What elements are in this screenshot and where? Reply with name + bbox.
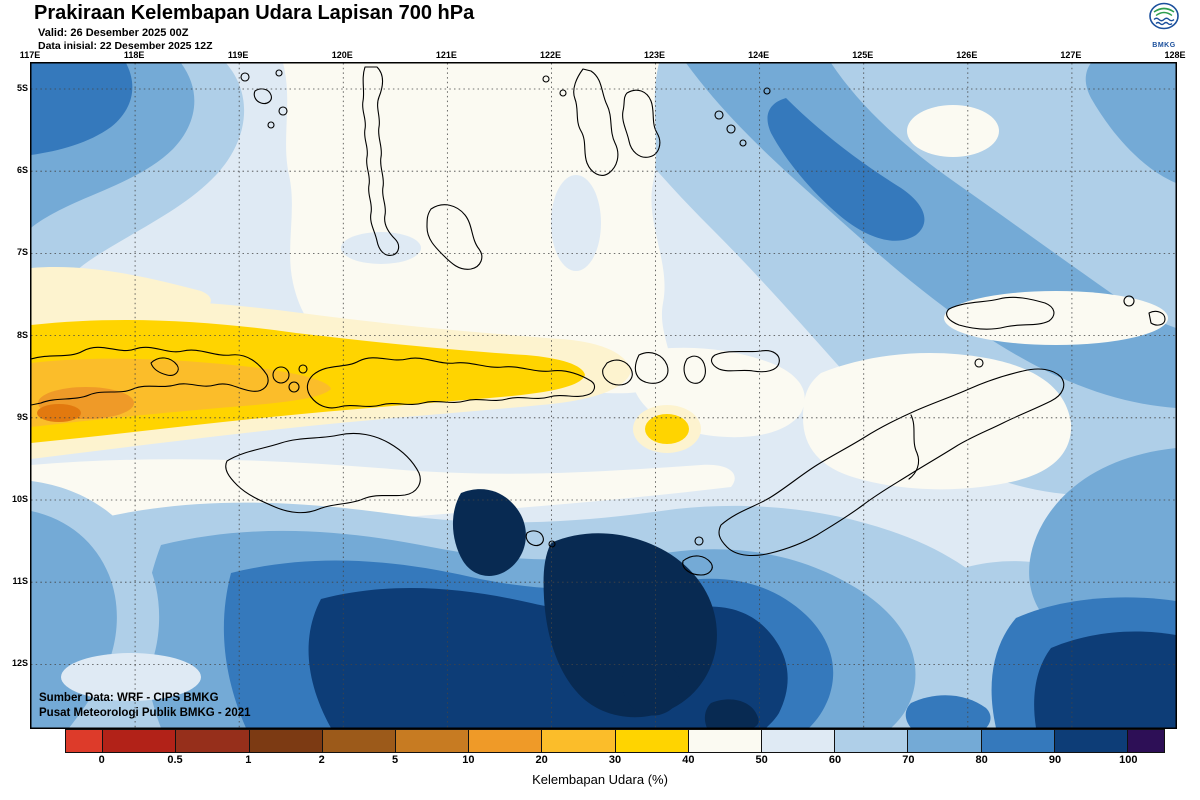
source-credit: Sumber Data: WRF - CIPS BMKG Pusat Meteo…: [39, 691, 251, 722]
colorbar-tick: 5: [391, 754, 399, 766]
colorbar-tick: 1: [245, 754, 252, 766]
contour-field: [31, 63, 1176, 728]
colorbar-tick: 80: [975, 754, 988, 766]
lon-label: 127E: [1060, 50, 1082, 60]
colorbar-segment: [835, 729, 909, 753]
coastlines: [31, 66, 1166, 576]
lon-label: 120E: [331, 50, 353, 60]
colorbar-segment: [688, 729, 762, 753]
colorbar-segment: [615, 729, 689, 753]
lon-label: 119E: [227, 50, 249, 60]
colorbar-tick: 20: [535, 754, 548, 766]
lon-label: 122E: [539, 50, 561, 60]
colorbar-segment: [1054, 729, 1128, 753]
lon-label: 125E: [852, 50, 874, 60]
colorbar-tick: 30: [608, 754, 622, 766]
grid-lines: [31, 63, 1176, 728]
colorbar-segment: [395, 729, 470, 753]
colorbar-tick: 2: [318, 754, 325, 766]
lon-label: 117E: [19, 50, 41, 60]
lon-label: 128E: [1164, 50, 1186, 60]
colorbar-segment: [761, 729, 836, 753]
lon-label: 118E: [123, 50, 145, 60]
humidity-colorbar: [65, 729, 1166, 753]
colorbar-tick: 0.5: [167, 754, 183, 766]
bmkg-logo-icon: [1149, 2, 1179, 30]
colorbar-tick-labels: 0 0.5 1 2 5 10 20 30 40 50 60 70 80 90 100: [65, 754, 1165, 769]
lat-label: 8S: [16, 329, 28, 340]
lon-label: 124E: [748, 50, 770, 60]
colorbar-tick: 60: [828, 754, 842, 766]
map-canvas: [31, 63, 1176, 728]
init-time-line: Data inisial: 22 Desember 2025 12Z: [38, 40, 213, 52]
lon-label: 126E: [956, 50, 978, 60]
colorbar-tick: 100: [1119, 754, 1138, 766]
valid-time-line: Valid: 26 Desember 2025 00Z: [38, 27, 189, 39]
colorbar-tick: 40: [682, 754, 695, 766]
bmkg-logo-label: BMKG: [1152, 42, 1176, 49]
colorbar-caption: Kelembapan Udara (%): [532, 772, 668, 787]
lat-label: 10S: [11, 494, 28, 504]
lat-label: 11S: [12, 576, 28, 587]
page-title: Prakiraan Kelembapan Udara Lapisan 700 h…: [34, 2, 475, 24]
colorbar-segment: [908, 729, 982, 753]
colorbar-segment: [322, 729, 396, 753]
lat-label: 12S: [11, 658, 28, 669]
colorbar-segment: [249, 729, 323, 753]
source-line-1: Sumber Data: WRF - CIPS BMKG: [39, 691, 219, 704]
colorbar-tick: 70: [902, 754, 915, 766]
lat-label: 5S: [16, 83, 28, 93]
bmkg-logo: BMKG: [1138, 2, 1190, 49]
lat-label: 9S: [16, 411, 28, 422]
colorbar-segment: [542, 729, 616, 753]
lon-label: 123E: [644, 50, 666, 60]
source-line-2: Pusat Meteorologi Publik BMKG - 2021: [39, 707, 251, 720]
colorbar-tick: 90: [1048, 754, 1062, 766]
colorbar-segment: [65, 729, 104, 753]
colorbar-segment: [1127, 729, 1166, 753]
colorbar-tick: 10: [462, 754, 475, 766]
colorbar-tick: 50: [755, 754, 768, 766]
lat-label: 7S: [16, 247, 28, 258]
lon-label: 121E: [435, 50, 457, 60]
lat-label: 6S: [16, 165, 28, 176]
colorbar-segment: [176, 729, 250, 753]
colorbar-tick: 0: [98, 754, 105, 766]
map-frame: Sumber Data: WRF - CIPS BMKG Pusat Meteo…: [30, 62, 1177, 729]
colorbar-segment: [103, 729, 177, 753]
colorbar-segment: [469, 729, 543, 753]
colorbar-segment: [981, 729, 1055, 753]
